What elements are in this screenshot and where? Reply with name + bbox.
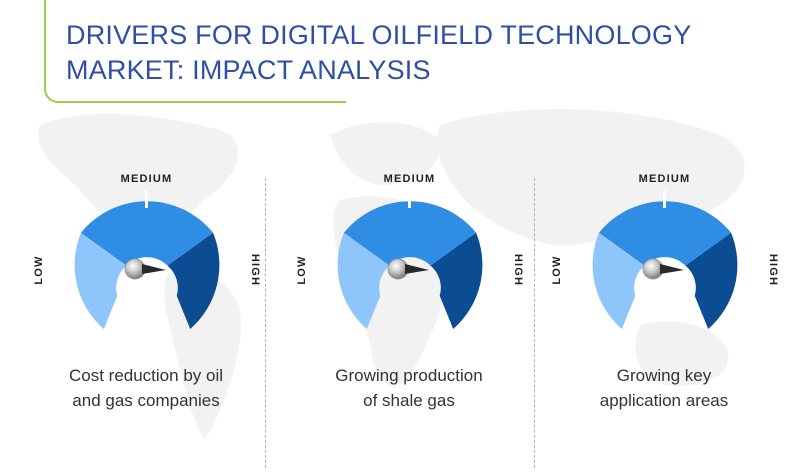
caption-line-2: application areas: [599, 391, 729, 410]
medium-tick: [663, 190, 666, 208]
column-divider: [265, 178, 266, 468]
page-title: DRIVERS FOR DIGITAL OILFIELD TECHNOLOGY …: [66, 18, 691, 88]
caption-line-1: Growing production: [335, 366, 483, 385]
medium-tick: [145, 190, 148, 208]
high-label: HIGH: [767, 254, 779, 286]
gauge-segment-medium: [343, 201, 477, 266]
driver-caption: Growing key application areas: [534, 363, 794, 413]
medium-tick: [408, 190, 411, 208]
medium-label: MEDIUM: [121, 173, 173, 185]
gauge-segment-low: [337, 232, 390, 329]
gauge-segment-high: [685, 232, 738, 329]
gauge-segment-high: [167, 232, 220, 329]
driver-panel-2: MEDIUM LOW HIGH Growing production of sh…: [279, 160, 539, 460]
title-line-1: DRIVERS FOR DIGITAL OILFIELD TECHNOLOGY: [66, 20, 692, 50]
gauge-segment-medium: [598, 201, 732, 266]
gauge-needle: [660, 264, 684, 274]
high-label: HIGH: [249, 254, 261, 286]
title-line-2: MARKET: IMPACT ANALYSIS: [66, 55, 431, 85]
gauge-segment-medium: [80, 201, 214, 266]
low-label: LOW: [296, 255, 308, 284]
caption-line-2: of shale gas: [363, 391, 455, 410]
gauge-needle: [142, 264, 166, 274]
gauge-segment-low: [592, 232, 645, 329]
caption-line-1: Growing key: [616, 366, 712, 385]
caption-line-1: Cost reduction by oil: [68, 366, 224, 385]
impact-gauge: MEDIUM LOW HIGH: [551, 173, 779, 329]
high-label: HIGH: [512, 254, 524, 286]
caption-line-2: and gas companies: [72, 391, 220, 410]
gauge-needle: [405, 264, 429, 274]
column-divider: [534, 178, 535, 468]
medium-label: MEDIUM: [639, 173, 691, 185]
title-accent-frame: [44, 0, 346, 103]
low-label: LOW: [33, 255, 45, 284]
gauge-segment-high: [430, 232, 483, 329]
driver-panel-3: MEDIUM LOW HIGH Growing key application …: [534, 160, 794, 460]
impact-gauge: MEDIUM LOW HIGH: [296, 173, 524, 329]
low-tick: [315, 269, 333, 272]
low-label: LOW: [551, 255, 563, 284]
medium-label: MEDIUM: [384, 173, 436, 185]
driver-panel-1: MEDIUM LOW HIGH Cost reduction by oil an…: [16, 160, 276, 460]
low-tick: [52, 269, 70, 272]
driver-caption: Growing production of shale gas: [279, 363, 539, 413]
low-tick: [570, 269, 588, 272]
impact-gauge: MEDIUM LOW HIGH: [33, 173, 261, 329]
driver-caption: Cost reduction by oil and gas companies: [16, 363, 276, 413]
gauge-segment-low: [74, 232, 127, 329]
high-tick: [741, 269, 759, 272]
high-tick: [223, 269, 241, 272]
high-tick: [486, 269, 504, 272]
